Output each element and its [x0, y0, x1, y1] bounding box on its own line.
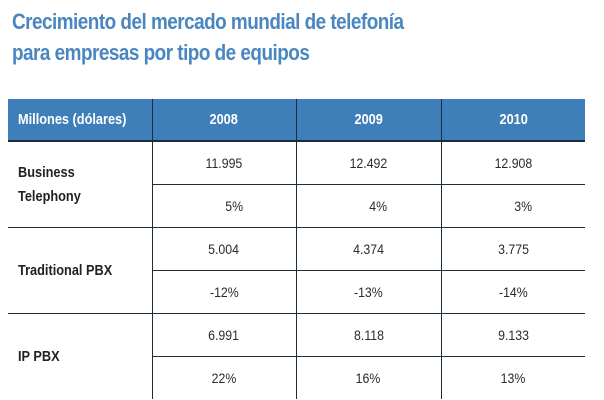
header-year-2009: 2009	[295, 99, 441, 142]
growth-cell: 5%	[151, 184, 296, 228]
page-title: Crecimiento del mercado mundial de telef…	[12, 6, 404, 68]
growth-cell: 13%	[440, 356, 585, 399]
growth-cell: 22%	[151, 356, 296, 399]
table-row: -12% -13% -14%	[8, 270, 585, 314]
table-header: Millones (dólares) 2008 2009 2010	[8, 99, 585, 142]
header-year-2008: 2008	[151, 99, 296, 142]
growth-cell: -13%	[295, 270, 441, 314]
title-line-1: Crecimiento del mercado mundial de telef…	[12, 9, 404, 34]
header-units: Millones (dólares)	[8, 99, 152, 142]
title-line-2: para empresas por tipo de equipos	[12, 40, 310, 65]
growth-cell: -14%	[440, 270, 585, 314]
value-cell: 11.995	[151, 141, 296, 185]
value-cell: 5.004	[151, 227, 296, 271]
growth-cell: 16%	[295, 356, 441, 399]
row-label-traditional-pbx: Traditional PBX	[8, 227, 152, 314]
table-row: Business Telephony 11.995 12.492 12.908	[8, 141, 585, 228]
value-cell: 3.775	[440, 227, 585, 271]
table-row: Traditional PBX 5.004 4.374 3.775	[8, 227, 585, 314]
table-row: 22% 16% 13%	[8, 356, 585, 399]
table-row: IP PBX 6.991 8.118 9.133	[8, 313, 585, 365]
value-cell: 12.908	[440, 141, 585, 185]
table-row: 5% 4% 3%	[8, 184, 585, 228]
market-growth-table: Millones (dólares) 2008 2009 2010 Busine…	[8, 99, 585, 399]
value-cell: 9.133	[440, 313, 585, 357]
growth-cell: -12%	[151, 270, 296, 314]
value-cell: 4.374	[295, 227, 441, 271]
growth-cell: 3%	[440, 184, 585, 228]
value-cell: 8.118	[295, 313, 441, 357]
growth-cell: 4%	[295, 184, 441, 228]
row-label-ip-pbx: IP PBX	[18, 347, 60, 365]
row-label-business-telephony: Business Telephony	[8, 141, 152, 228]
header-row: Millones (dólares) 2008 2009 2010	[8, 99, 585, 142]
header-year-2010: 2010	[440, 99, 585, 142]
value-cell: 6.991	[151, 313, 296, 357]
value-cell: 12.492	[295, 141, 441, 185]
